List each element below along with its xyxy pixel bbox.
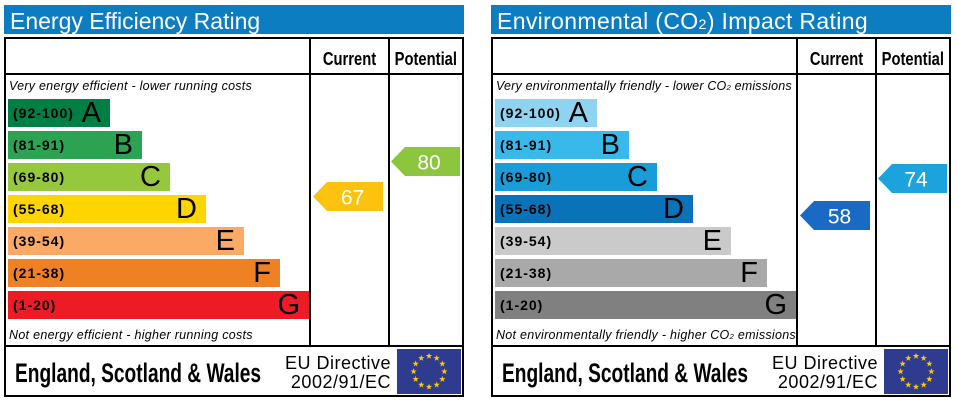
svg-text:74: 74: [904, 169, 928, 192]
svg-text:80: 80: [417, 152, 440, 175]
svg-text:67: 67: [341, 187, 364, 210]
svg-text:58: 58: [828, 206, 851, 229]
